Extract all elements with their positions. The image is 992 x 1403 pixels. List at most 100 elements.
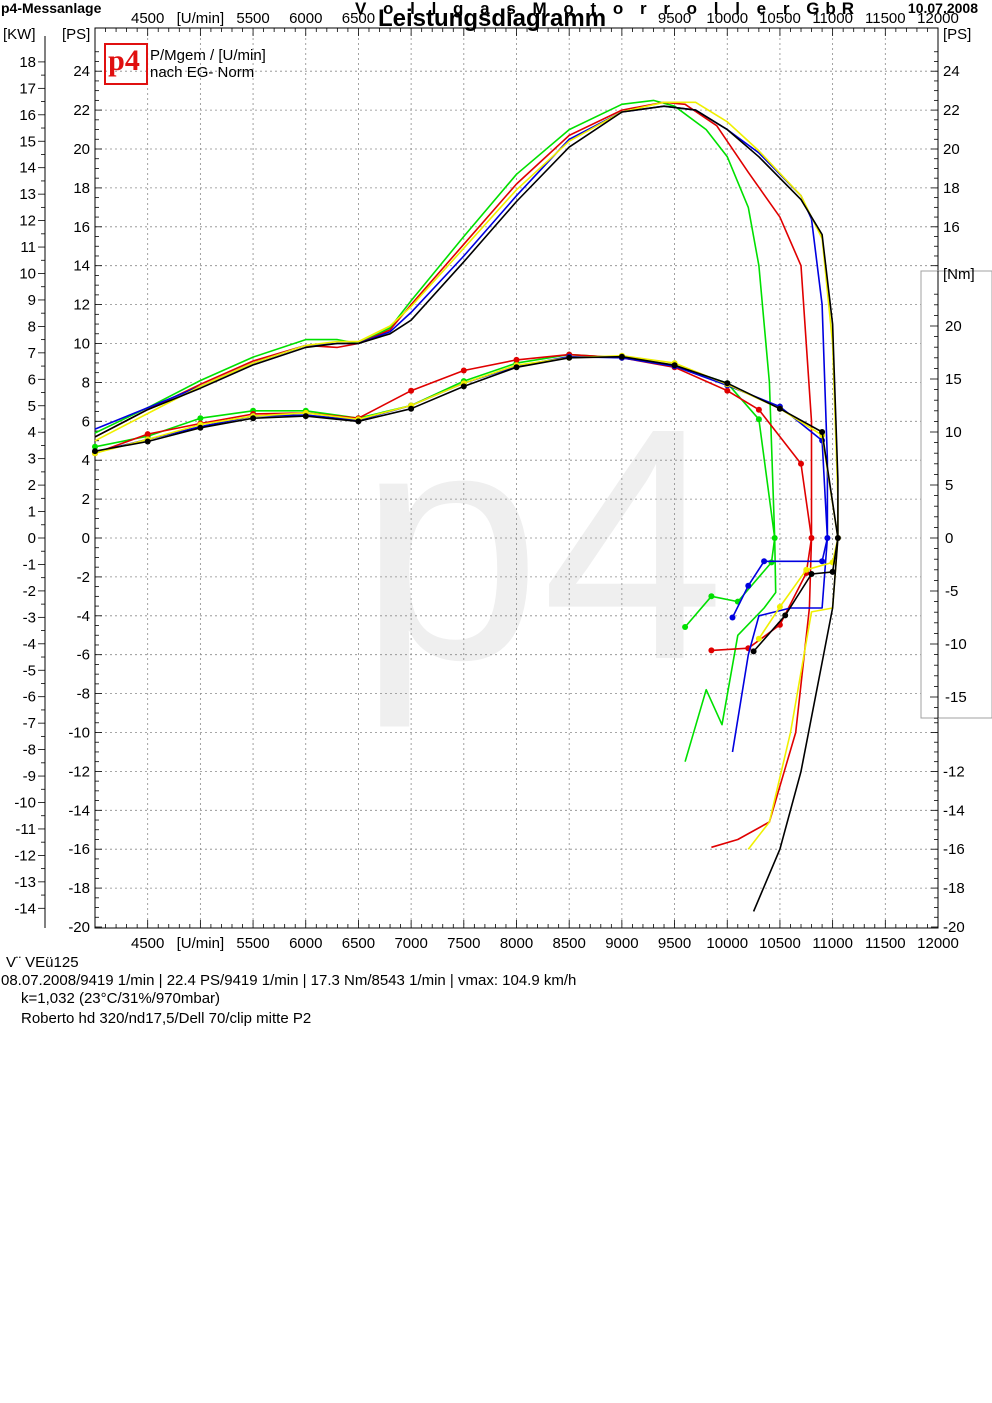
torque-point xyxy=(755,416,762,423)
kw-tick-label: -9 xyxy=(23,768,36,785)
x-tick-label: 11000 xyxy=(812,935,853,952)
kw-tick-label: -6 xyxy=(23,689,36,706)
torque-point xyxy=(708,647,715,654)
kw-tick-label: 14 xyxy=(19,160,36,177)
torque-point xyxy=(197,424,204,431)
torque-point xyxy=(355,418,362,425)
kw-tick-label: -3 xyxy=(23,609,36,626)
kw-tick-label: 6 xyxy=(28,371,36,388)
nm-tick-label: 10 xyxy=(945,424,962,441)
kw-tick-label: -11 xyxy=(15,821,36,838)
x-tick-label: 7000 xyxy=(394,935,427,952)
torque-point xyxy=(566,354,573,361)
torque-point xyxy=(761,558,768,565)
kw-tick-label: 4 xyxy=(28,424,36,441)
kw-tick-label: 0 xyxy=(28,530,36,547)
ps-left-tick-label: 0 xyxy=(82,530,90,547)
x-tick-label-top: 11000 xyxy=(812,10,853,27)
x-tick-label-top: 12000 xyxy=(917,10,959,27)
chart-title: Leistungsdiagramm xyxy=(378,5,607,32)
kw-tick-label: 5 xyxy=(28,398,36,415)
torque-point xyxy=(824,535,831,541)
kw-tick-label: 17 xyxy=(19,80,36,97)
kw-tick-label: 3 xyxy=(28,451,36,468)
torque-point xyxy=(798,460,804,467)
x-tick-label-top: 11500 xyxy=(865,10,906,27)
x-tick-label: 10000 xyxy=(706,935,748,952)
kw-tick-label: 8 xyxy=(28,318,36,335)
torque-point xyxy=(808,571,815,577)
torque-point xyxy=(724,387,731,394)
torque-point xyxy=(460,383,467,390)
kw-tick-label: -12 xyxy=(14,847,36,864)
torque-point xyxy=(408,405,415,412)
ps-right-tick-label: -12 xyxy=(943,763,965,780)
x-tick-label-top: 9500 xyxy=(658,10,691,27)
torque-point xyxy=(408,387,415,394)
series xyxy=(92,99,841,912)
ps-left-tick-label: 6 xyxy=(82,413,90,430)
ps-right-tick-label: -16 xyxy=(943,841,965,858)
power-curve-series-1 xyxy=(94,99,777,762)
ps-left-tick-label: 8 xyxy=(82,374,90,391)
torque-point xyxy=(819,558,826,565)
x-tick-label: 8500 xyxy=(553,935,586,952)
x-tick-label: 12000 xyxy=(917,935,959,952)
x-tick-label: 4500 xyxy=(131,935,164,952)
x-tick-label-top: 6000 xyxy=(289,10,322,27)
torque-point xyxy=(513,364,520,371)
ps-right-tick-label: 18 xyxy=(943,180,960,197)
torque-point xyxy=(776,603,783,610)
footer-line-4: Roberto hd 320/nd17,5/Dell 70/clip mitte… xyxy=(21,1010,312,1027)
kw-axis-label: [KW] xyxy=(3,26,36,43)
x-tick-label-top: [U/min] xyxy=(177,10,225,27)
ps-right-tick-label: 22 xyxy=(943,102,960,119)
ps-right-tick-label: -18 xyxy=(943,880,965,897)
torque-point xyxy=(460,367,467,374)
torque-point xyxy=(776,405,783,412)
kw-tick-label: -1 xyxy=(23,556,36,573)
torque-point xyxy=(724,380,731,387)
tick-labels: 45004500[U/min][U/min]550055006000600065… xyxy=(3,10,975,952)
x-tick-label-top: 6500 xyxy=(342,10,375,27)
nm-axis-label: [Nm] xyxy=(943,266,975,283)
ps-left-tick-label: -6 xyxy=(77,647,90,664)
watermark: p4 xyxy=(358,359,725,730)
header-left: p4-Messanlage xyxy=(1,0,102,16)
kw-tick-label: -10 xyxy=(14,795,36,812)
kw-tick-label: 7 xyxy=(28,345,36,362)
torque-point xyxy=(708,593,715,600)
x-tick-label: 6000 xyxy=(289,935,322,952)
ps-left-tick-label: 18 xyxy=(73,180,90,197)
torque-point xyxy=(808,535,815,541)
x-tick-label-top: 10500 xyxy=(759,10,801,27)
ps-left-tick-label: -8 xyxy=(77,686,90,703)
watermark-layer: p4 xyxy=(358,359,725,730)
ps-left-tick-label: -4 xyxy=(77,608,90,625)
grid xyxy=(95,28,938,928)
torque-point xyxy=(729,614,736,621)
torque-point xyxy=(829,568,836,575)
x-tick-label: 9000 xyxy=(605,935,638,952)
torque-point xyxy=(819,429,826,435)
nm-tick-label: 20 xyxy=(945,318,962,335)
nm-axis-box xyxy=(920,270,992,719)
kw-tick-label: 12 xyxy=(19,213,36,230)
kw-tick-label: 2 xyxy=(28,477,36,494)
kw-tick-label: -7 xyxy=(23,715,36,732)
torque-point xyxy=(197,415,204,422)
torque-point xyxy=(671,362,678,369)
x-tick-label: 11500 xyxy=(865,935,906,952)
nm-tick-label: 5 xyxy=(945,477,953,494)
nm-tick-label: 0 xyxy=(945,530,953,547)
header-company: V o l l g a s M o t o r r o l l e r GbR xyxy=(355,0,861,18)
kw-tick-label: -4 xyxy=(23,636,36,653)
kw-tick-label: 15 xyxy=(19,133,36,150)
torque-point xyxy=(771,535,778,541)
torque-curve-series-5 xyxy=(94,355,839,652)
nm-tick-label: -5 xyxy=(945,583,958,600)
kw-tick-label: 10 xyxy=(19,266,36,283)
ps-left-tick-label: 14 xyxy=(73,258,90,275)
x-tick-label: 10500 xyxy=(759,935,801,952)
ps-left-tick-label: 24 xyxy=(73,63,90,80)
